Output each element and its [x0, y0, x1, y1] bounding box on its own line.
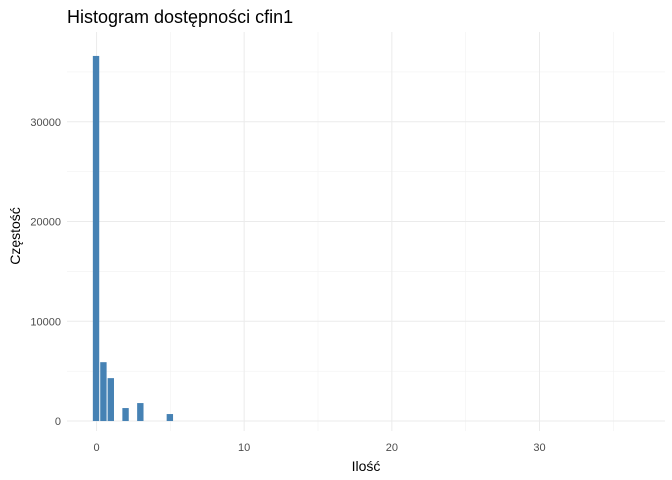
x-tick-label: 20: [386, 442, 398, 454]
x-tick-label: 10: [238, 442, 250, 454]
x-tick-label: 0: [93, 442, 99, 454]
y-tick-label: 0: [55, 416, 61, 428]
histogram-bar: [137, 403, 144, 422]
grid: [67, 32, 665, 431]
histogram-bar: [166, 414, 174, 422]
histogram-bar: [122, 408, 129, 422]
histogram-bar: [100, 362, 107, 422]
bars: [92, 55, 174, 422]
x-axis-title: Ilość: [352, 458, 381, 474]
y-tick-label: 10000: [30, 316, 61, 328]
histogram-bar: [92, 55, 100, 422]
chart-title: Histogram dostępności cfin1: [67, 7, 293, 27]
x-tick-label: 30: [533, 442, 545, 454]
histogram-bar: [107, 378, 114, 422]
y-tick-label: 20000: [30, 217, 61, 229]
tick-labels: 0 10 20 30 0 10000 20000 30000: [30, 117, 545, 454]
y-tick-label: 30000: [30, 117, 61, 129]
y-axis-title: Częstość: [7, 207, 23, 265]
